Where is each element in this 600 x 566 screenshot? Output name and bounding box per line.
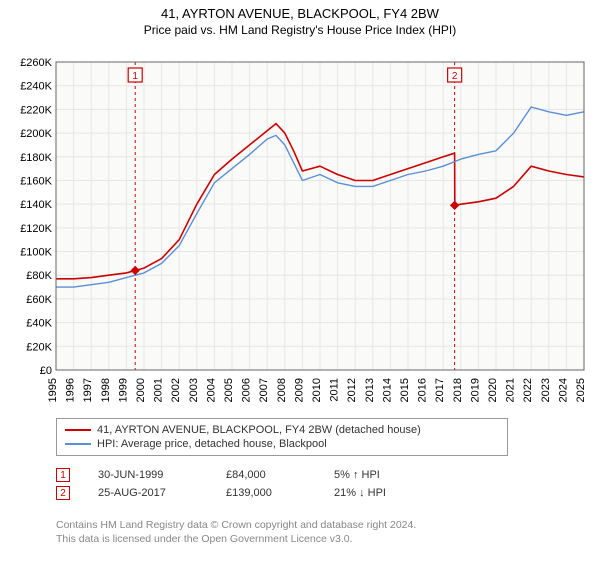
svg-text:£0: £0 bbox=[40, 365, 52, 377]
svg-text:£180K: £180K bbox=[20, 152, 52, 164]
svg-text:2002: 2002 bbox=[170, 378, 182, 402]
svg-text:2014: 2014 bbox=[381, 378, 393, 402]
legend-swatch bbox=[65, 429, 91, 431]
svg-text:1995: 1995 bbox=[47, 378, 59, 402]
svg-text:1996: 1996 bbox=[65, 378, 77, 402]
svg-text:2005: 2005 bbox=[223, 378, 235, 402]
svg-text:2011: 2011 bbox=[329, 378, 341, 402]
transaction-row: 1 30-JUN-1999 £84,000 5% ↑ HPI bbox=[56, 468, 444, 482]
legend: 41, AYRTON AVENUE, BLACKPOOL, FY4 2BW (d… bbox=[56, 418, 508, 456]
svg-text:2008: 2008 bbox=[276, 378, 288, 402]
svg-text:2013: 2013 bbox=[364, 378, 376, 402]
svg-text:2017: 2017 bbox=[434, 378, 446, 402]
transaction-badge: 1 bbox=[56, 468, 70, 482]
attribution-line: Contains HM Land Registry data © Crown c… bbox=[56, 518, 556, 532]
svg-text:2015: 2015 bbox=[399, 378, 411, 402]
svg-text:£80K: £80K bbox=[26, 270, 52, 282]
svg-text:1998: 1998 bbox=[100, 378, 112, 402]
svg-text:1997: 1997 bbox=[82, 378, 94, 402]
svg-text:2020: 2020 bbox=[487, 378, 499, 402]
svg-text:2003: 2003 bbox=[188, 378, 200, 402]
svg-text:£240K: £240K bbox=[20, 81, 52, 93]
transaction-date: 30-JUN-1999 bbox=[98, 469, 198, 481]
transaction-price: £139,000 bbox=[226, 487, 306, 499]
chart-svg: £0 £20K £40K £60K £80K £100K £120K £140K £160K £1… bbox=[8, 50, 592, 410]
svg-text:2: 2 bbox=[452, 71, 458, 82]
legend-label: HPI: Average price, detached house, Blac… bbox=[97, 438, 327, 450]
svg-text:2025: 2025 bbox=[575, 378, 587, 402]
price-chart: £0 £20K £40K £60K £80K £100K £120K £140K £160K £1… bbox=[8, 50, 592, 410]
attribution-line: This data is licensed under the Open Gov… bbox=[56, 532, 556, 546]
svg-text:£160K: £160K bbox=[20, 175, 52, 187]
svg-text:£100K: £100K bbox=[20, 247, 52, 259]
legend-item: HPI: Average price, detached house, Blac… bbox=[65, 437, 499, 451]
svg-text:2009: 2009 bbox=[293, 378, 305, 402]
svg-text:2001: 2001 bbox=[153, 378, 165, 402]
transactions-table: 1 30-JUN-1999 £84,000 5% ↑ HPI 2 25-AUG-… bbox=[56, 468, 444, 504]
legend-item: 41, AYRTON AVENUE, BLACKPOOL, FY4 2BW (d… bbox=[65, 423, 499, 437]
svg-text:1999: 1999 bbox=[117, 378, 129, 402]
svg-text:£220K: £220K bbox=[20, 104, 52, 116]
svg-text:2006: 2006 bbox=[241, 378, 253, 402]
page-title: 41, AYRTON AVENUE, BLACKPOOL, FY4 2BW bbox=[0, 6, 600, 21]
svg-text:2018: 2018 bbox=[452, 378, 464, 402]
svg-text:£140K: £140K bbox=[20, 199, 52, 211]
legend-swatch bbox=[65, 443, 91, 445]
svg-text:2024: 2024 bbox=[557, 378, 569, 402]
svg-text:£60K: £60K bbox=[26, 294, 52, 306]
svg-text:£40K: £40K bbox=[26, 318, 52, 330]
svg-text:2012: 2012 bbox=[346, 378, 358, 402]
svg-text:2010: 2010 bbox=[311, 378, 323, 402]
svg-text:2019: 2019 bbox=[469, 378, 481, 402]
transaction-pct: 21% ↓ HPI bbox=[334, 487, 444, 499]
transaction-date: 25-AUG-2017 bbox=[98, 487, 198, 499]
svg-text:£200K: £200K bbox=[20, 128, 52, 140]
svg-text:£260K: £260K bbox=[20, 57, 52, 69]
svg-text:2007: 2007 bbox=[258, 378, 270, 402]
svg-text:2022: 2022 bbox=[522, 378, 534, 402]
svg-text:£20K: £20K bbox=[26, 341, 52, 353]
svg-text:2000: 2000 bbox=[135, 378, 147, 402]
attribution: Contains HM Land Registry data © Crown c… bbox=[56, 518, 556, 546]
svg-text:1: 1 bbox=[132, 71, 138, 82]
legend-label: 41, AYRTON AVENUE, BLACKPOOL, FY4 2BW (d… bbox=[97, 424, 421, 436]
svg-text:2021: 2021 bbox=[505, 378, 517, 402]
svg-text:2016: 2016 bbox=[417, 378, 429, 402]
svg-text:2004: 2004 bbox=[205, 378, 217, 402]
page-subtitle: Price paid vs. HM Land Registry's House … bbox=[0, 23, 600, 37]
transaction-badge: 2 bbox=[56, 486, 70, 500]
svg-text:2023: 2023 bbox=[540, 378, 552, 402]
transaction-price: £84,000 bbox=[226, 469, 306, 481]
transaction-row: 2 25-AUG-2017 £139,000 21% ↓ HPI bbox=[56, 486, 444, 500]
transaction-pct: 5% ↑ HPI bbox=[334, 469, 444, 481]
svg-text:£120K: £120K bbox=[20, 223, 52, 235]
